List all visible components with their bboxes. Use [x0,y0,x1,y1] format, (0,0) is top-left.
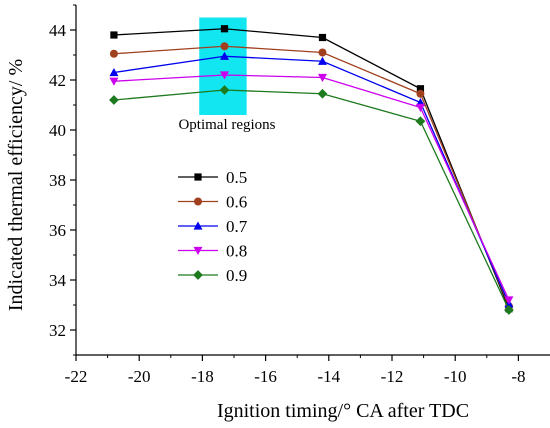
legend-marker-0.7 [193,221,203,230]
x-tick-label: -22 [65,367,88,386]
x-tick-label: -18 [191,367,214,386]
data-point-0.6-0 [109,49,118,58]
x-tick-label: -8 [511,367,525,386]
legend-label-0.5: 0.5 [226,168,247,187]
legend-label-0.9: 0.9 [226,266,247,285]
data-point-0.6-3 [416,89,425,98]
data-point-0.6-1 [220,42,229,51]
series-line-0.9 [113,89,510,311]
data-point-0.8-4 [504,296,514,305]
x-tick-label: -16 [254,367,277,386]
data-point-0.7-1 [220,51,230,60]
data-point-0.9-1 [219,85,230,95]
data-point-0.6-2 [318,48,327,57]
y-tick-label: 40 [49,121,66,140]
legend-marker-0.8 [193,246,203,255]
legend: 0.5 0.6 0.7 0.8 0.9 [178,168,248,285]
y-axis-title: Indicated thermal efficiency/ % [5,59,27,311]
x-tick-label: -20 [128,367,151,386]
data-point-0.8-2 [317,73,327,82]
x-tick-label: -14 [317,367,340,386]
annotation-optimal-regions: Optimal regions [178,117,275,133]
data-point-0.5-2 [318,33,327,42]
data-point-0.7-0 [109,68,119,77]
legend-marker-0.9 [193,270,203,280]
data-point-0.5-0 [110,31,118,39]
y-tick-label: 44 [49,21,67,40]
y-tick-label: 38 [49,171,66,190]
data-point-0.8-1 [220,71,230,80]
y-tick-label: 34 [49,271,67,290]
legend-label-0.8: 0.8 [226,242,247,261]
axis-layer: -22 -20 -18 -16 -14 -12 -10 -8 32 34 36 38 40 42 44 [49,4,550,386]
y-tick-label: 36 [49,221,66,240]
data-point-0.9-0 [109,95,119,105]
data-point-0.9-3 [415,116,426,127]
plot-layer [109,17,514,315]
data-point-0.5-3 [416,85,425,93]
y-tick-label: 32 [49,321,66,340]
legend-marker-0.5 [194,173,202,181]
x-tick-label: -10 [444,367,467,386]
data-point-0.9-4 [504,305,514,315]
data-point-0.8-3 [415,103,425,112]
y-tick-label: 42 [49,71,66,90]
x-axis-title: Ignition timing/° CA after TDC [217,400,469,422]
data-point-0.8-0 [109,77,119,86]
x-tick-label: -12 [381,367,404,386]
data-point-0.9-2 [317,88,328,99]
data-point-0.7-2 [317,56,327,65]
series-line-0.6 [113,45,510,307]
legend-label-0.7: 0.7 [226,217,248,236]
legend-marker-0.6 [194,197,202,206]
legend-label-0.6: 0.6 [226,193,247,212]
data-point-0.5-1 [220,25,229,33]
highlight-region [199,17,247,115]
series-line-0.8 [113,74,510,301]
